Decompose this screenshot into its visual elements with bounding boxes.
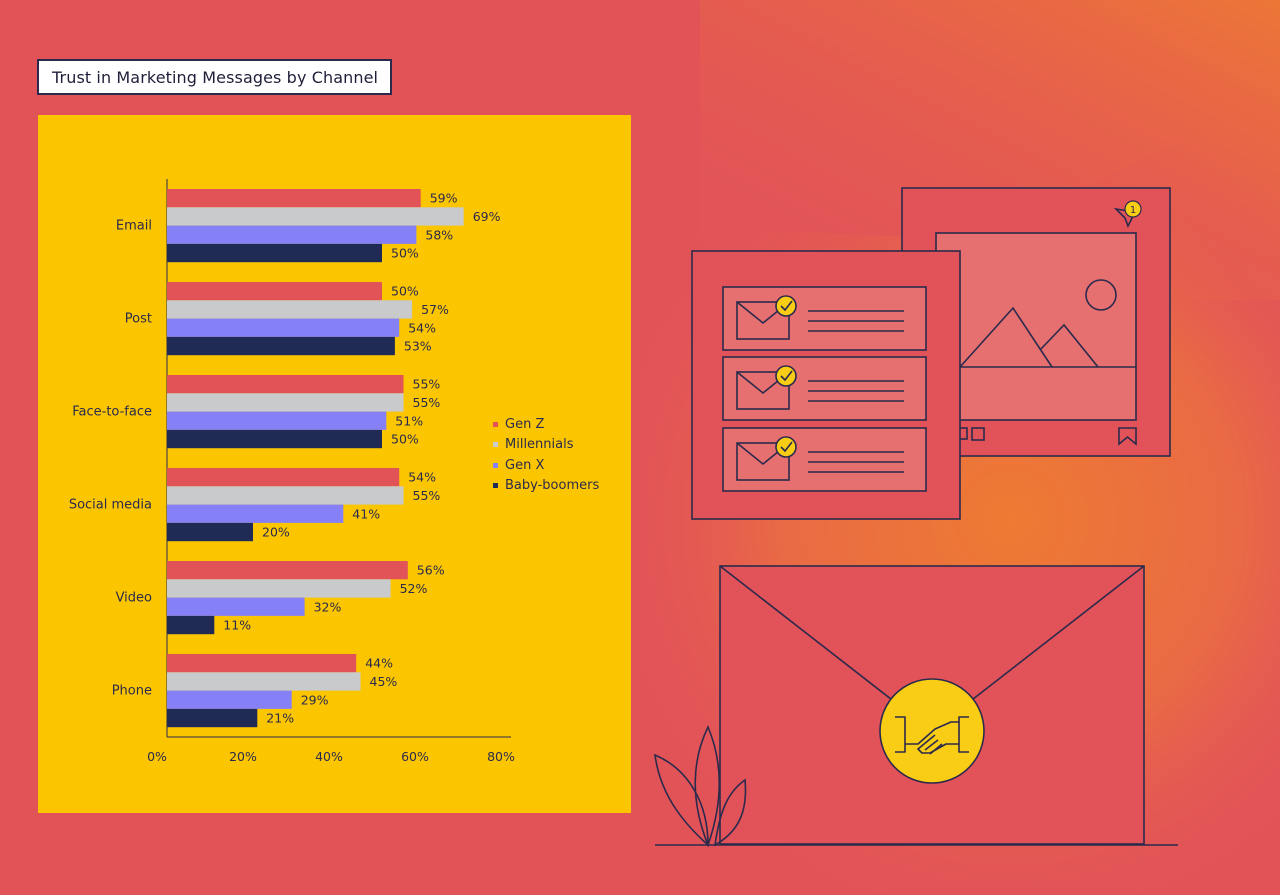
chart-title: Trust in Marketing Messages by Channel xyxy=(37,59,392,95)
x-tick-label: 20% xyxy=(229,749,257,764)
seal xyxy=(879,678,985,784)
data-label: 44% xyxy=(365,656,393,671)
data-label: 50% xyxy=(391,246,419,261)
legend-label: Millennials xyxy=(505,437,574,453)
x-tick-label: 60% xyxy=(401,749,429,764)
data-label: 50% xyxy=(391,432,419,447)
data-label: 20% xyxy=(262,525,290,540)
legend-label: Gen Z xyxy=(505,416,545,432)
bookmark-icon xyxy=(1118,427,1137,446)
bar xyxy=(167,504,344,523)
legend-label: Baby-boomers xyxy=(505,478,600,494)
bar xyxy=(167,225,417,244)
bar xyxy=(167,375,404,394)
legend-swatch xyxy=(493,421,498,427)
category-label: Social media xyxy=(69,498,152,513)
legend-swatch xyxy=(493,483,498,489)
bar xyxy=(167,597,305,616)
bar xyxy=(167,318,400,337)
leaf-icon xyxy=(654,725,747,848)
x-tick-label: 40% xyxy=(315,749,343,764)
chart-panel: Email 59% 69% 58% 50% Post 50% 57% 54% 53% Face-to… xyxy=(38,115,631,813)
notification-badge xyxy=(1124,200,1142,218)
sun-icon xyxy=(1085,279,1117,311)
bar xyxy=(167,672,361,691)
check-icon xyxy=(775,295,797,317)
bar xyxy=(167,522,253,542)
mountain-icon xyxy=(959,306,1099,368)
x-tick-label: 80% xyxy=(487,749,515,764)
email-row xyxy=(722,286,927,351)
bar xyxy=(167,561,408,580)
data-label: 45% xyxy=(370,674,398,689)
bar xyxy=(167,579,391,598)
data-label: 21% xyxy=(266,711,294,726)
bar xyxy=(167,690,292,709)
bar xyxy=(167,429,382,449)
data-label: 57% xyxy=(421,302,449,317)
category-label: Email xyxy=(116,219,152,234)
bar xyxy=(167,282,382,301)
bar xyxy=(167,708,258,728)
handshake-icon xyxy=(895,716,969,755)
check-icon xyxy=(775,365,797,387)
data-label: 69% xyxy=(473,209,501,224)
check-icon xyxy=(775,436,797,458)
bar-chart: Email59%69%58%50%Post50%57%54%53%Face-to… xyxy=(69,179,515,764)
legend-item: Millennials xyxy=(493,435,599,456)
email-list xyxy=(722,286,927,492)
bar xyxy=(167,189,421,208)
data-label: 54% xyxy=(408,470,436,485)
bar xyxy=(167,243,382,263)
data-label: 51% xyxy=(395,413,423,428)
notification-count: 1 xyxy=(1130,205,1136,216)
bar xyxy=(167,207,464,226)
data-label: 55% xyxy=(413,488,441,503)
email-row xyxy=(722,356,927,421)
category-label: Phone xyxy=(112,684,152,699)
legend-swatch xyxy=(493,462,498,468)
data-label: 53% xyxy=(404,339,432,354)
bar xyxy=(167,654,357,673)
legend-item: Gen X xyxy=(493,455,599,476)
legend-label: Gen X xyxy=(505,457,545,473)
data-label: 54% xyxy=(408,320,436,335)
legend: Gen Z Millennials Gen X Baby-boomers xyxy=(493,414,599,496)
bar xyxy=(167,615,215,635)
bar xyxy=(167,393,404,412)
bar xyxy=(167,300,413,319)
data-label: 41% xyxy=(352,506,380,521)
data-label: 52% xyxy=(400,581,428,596)
category-label: Post xyxy=(125,312,152,327)
data-label: 55% xyxy=(413,395,441,410)
bar xyxy=(167,336,395,356)
legend-swatch xyxy=(493,442,498,448)
data-label: 56% xyxy=(417,563,445,578)
legend-item: Gen Z xyxy=(493,414,599,435)
data-label: 50% xyxy=(391,284,419,299)
bar xyxy=(167,468,400,487)
data-label: 55% xyxy=(413,377,441,392)
bar xyxy=(167,486,404,505)
data-label: 59% xyxy=(430,191,458,206)
category-label: Video xyxy=(116,591,152,606)
bar xyxy=(167,411,387,430)
data-label: 29% xyxy=(301,692,329,707)
data-label: 58% xyxy=(425,227,453,242)
category-label: Face-to-face xyxy=(72,405,152,420)
data-label: 11% xyxy=(223,618,251,633)
legend-item: Baby-boomers xyxy=(493,476,599,497)
x-tick-label: 0% xyxy=(147,749,167,764)
data-label: 32% xyxy=(314,599,342,614)
email-row xyxy=(722,427,927,492)
